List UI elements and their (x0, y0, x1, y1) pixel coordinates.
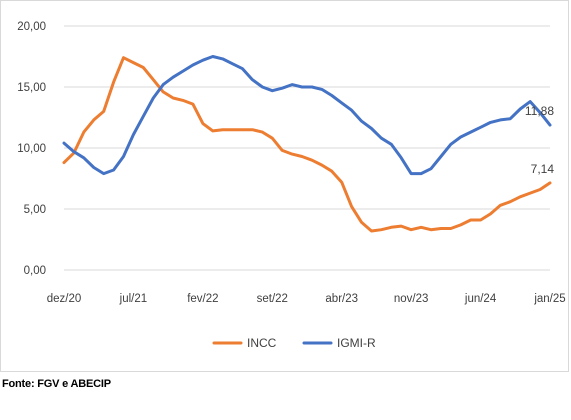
y-tick-label: 0,00 (24, 265, 46, 277)
x-tick-label: fev/22 (187, 293, 218, 305)
x-tick-label: jul/21 (119, 293, 148, 305)
gridlines (64, 25, 550, 271)
x-tick-label: jun/24 (464, 293, 497, 305)
x-axis-ticks: dez/20 jul/21 fev/22 set/22 abr/23 nov/23 jun/… (47, 293, 566, 305)
chart-frame (0, 0, 569, 372)
end-value-label: 7,14 (531, 162, 555, 176)
end-value-label: 11,88 (525, 104, 554, 118)
series-line-incc (62, 56, 552, 233)
y-tick-label: 5,00 (24, 204, 46, 216)
x-tick-label: jan/25 (533, 293, 565, 305)
x-tick-label: set/22 (257, 293, 288, 305)
y-tick-label: 20,00 (17, 21, 46, 33)
x-tick-label: dez/20 (47, 293, 82, 305)
source-note: Fonte: FGV e ABECIP (2, 378, 111, 390)
y-axis-ticks: 0,00 5,00 10,00 15,00 20,00 (17, 21, 46, 277)
legend: INCC IGMI-R (212, 336, 376, 350)
y-tick-label: 10,00 (17, 143, 46, 155)
data-labels: 7,14 11,88 (525, 104, 554, 176)
y-tick-label: 15,00 (17, 82, 46, 94)
x-tick-label: nov/23 (394, 293, 429, 305)
series-lines (62, 55, 552, 233)
legend-label: INCC (247, 336, 277, 350)
x-tick-label: abr/23 (325, 293, 358, 305)
legend-label: IGMI-R (337, 336, 376, 350)
line-chart: 0,00 5,00 10,00 15,00 20,00 dez/20 jul/21 fev/… (17, 21, 566, 350)
series-line-igmi-r (62, 55, 552, 176)
